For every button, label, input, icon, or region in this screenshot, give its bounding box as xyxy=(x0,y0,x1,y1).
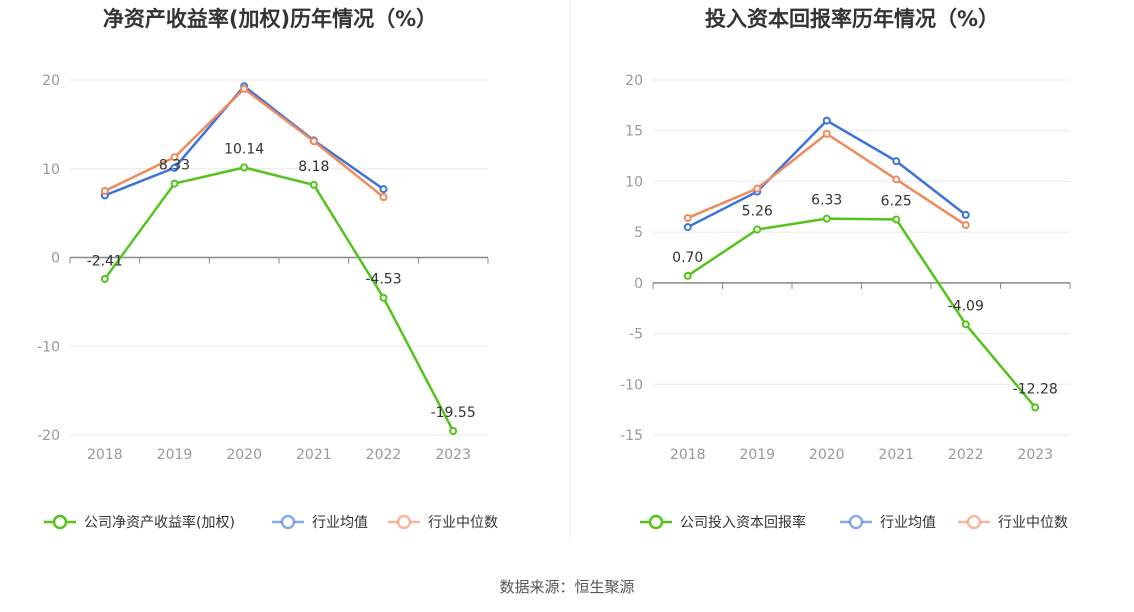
data-label: -4.53 xyxy=(365,272,401,288)
y-tick-label: -5 xyxy=(629,327,643,343)
x-tick-label: 2018 xyxy=(87,447,123,463)
legend-swatch-marker[interactable] xyxy=(966,514,982,530)
data-point[interactable] xyxy=(683,271,692,280)
y-tick-label: 0 xyxy=(634,276,643,292)
roe-chart: 净资产收益率(加权)历年情况（%） -20 -10 0 10 20 2018 2019 2020… xyxy=(37,7,498,531)
legend-label[interactable]: 行业中位数 xyxy=(428,515,498,531)
y-tick-label: 10 xyxy=(625,174,643,190)
legend-swatch-marker[interactable] xyxy=(280,514,296,530)
data-point[interactable] xyxy=(379,185,388,194)
legend-swatch-marker[interactable] xyxy=(648,514,664,530)
y-tick-label: 0 xyxy=(51,251,60,267)
data-label: 6.33 xyxy=(811,193,842,209)
legend-swatch-marker[interactable] xyxy=(396,514,412,530)
data-label: 0.70 xyxy=(672,250,703,266)
data-point[interactable] xyxy=(892,157,901,166)
data-label: -2.41 xyxy=(87,254,123,270)
x-tick-label: 2020 xyxy=(809,447,845,463)
y-tick-label: 20 xyxy=(625,73,643,89)
data-point[interactable] xyxy=(822,214,831,223)
data-label: -4.09 xyxy=(948,298,984,314)
data-point[interactable] xyxy=(683,213,692,222)
data-label: -12.28 xyxy=(1013,381,1058,397)
legend-swatch-marker[interactable] xyxy=(848,514,864,530)
legend-label[interactable]: 公司净资产收益率(加权) xyxy=(84,514,235,531)
data-label: 8.18 xyxy=(298,159,329,175)
y-tick-label: -20 xyxy=(37,428,60,444)
data-label: 10.14 xyxy=(224,142,264,158)
x-tick-label: 2018 xyxy=(670,447,706,463)
data-label: 8.33 xyxy=(159,158,190,174)
data-point[interactable] xyxy=(961,210,970,219)
data-point[interactable] xyxy=(961,320,970,329)
data-point[interactable] xyxy=(170,153,179,162)
data-label: 5.26 xyxy=(742,204,773,220)
data-point[interactable] xyxy=(170,179,179,188)
data-point[interactable] xyxy=(240,163,249,172)
legend-label[interactable]: 行业均值 xyxy=(880,515,936,531)
x-tick-label: 2022 xyxy=(366,447,402,463)
x-tick-label: 2023 xyxy=(1017,447,1053,463)
roic-chart: 投入资本回报率历年情况（%） -15 -10 -5 0 5 10 15 20 2018 2019 20… xyxy=(620,7,1071,531)
y-tick-label: -15 xyxy=(620,428,643,444)
data-point[interactable] xyxy=(753,225,762,234)
x-tick-label: 2021 xyxy=(296,447,332,463)
legend-label[interactable]: 行业中位数 xyxy=(998,515,1068,531)
data-point[interactable] xyxy=(822,129,831,138)
data-point[interactable] xyxy=(309,137,318,146)
data-label: 6.25 xyxy=(881,193,912,209)
data-source: 数据来源：恒生聚源 xyxy=(499,578,634,596)
series-line-2 xyxy=(687,132,967,227)
data-point[interactable] xyxy=(822,116,831,125)
data-point[interactable] xyxy=(309,180,318,189)
data-label: -19.55 xyxy=(431,405,476,421)
x-tick-label: 2022 xyxy=(948,447,984,463)
data-point[interactable] xyxy=(892,175,901,184)
chart-title: 净资产收益率(加权)历年情况（%） xyxy=(103,7,437,31)
series-line-0 xyxy=(687,217,1037,409)
data-point[interactable] xyxy=(892,215,901,224)
y-tick-label: 20 xyxy=(42,73,60,89)
chart-title: 投入资本回报率历年情况（%） xyxy=(705,7,999,31)
x-tick-label: 2019 xyxy=(739,447,775,463)
data-point[interactable] xyxy=(240,84,249,93)
x-tick-label: 2023 xyxy=(435,447,471,463)
data-point[interactable] xyxy=(379,293,388,302)
x-tick-label: 2021 xyxy=(878,447,914,463)
data-point[interactable] xyxy=(449,427,458,436)
x-tick-label: 2019 xyxy=(157,447,193,463)
y-tick-label: -10 xyxy=(620,377,643,393)
data-point[interactable] xyxy=(170,163,179,172)
data-point[interactable] xyxy=(379,193,388,202)
y-tick-label: -10 xyxy=(37,339,60,355)
series-line-0 xyxy=(103,166,455,432)
data-point[interactable] xyxy=(961,221,970,230)
legend-label[interactable]: 行业均值 xyxy=(312,515,368,531)
legend-swatch-marker[interactable] xyxy=(52,514,68,530)
data-point[interactable] xyxy=(100,274,109,283)
y-tick-label: 15 xyxy=(625,124,643,140)
y-tick-label: 10 xyxy=(42,162,60,178)
data-point[interactable] xyxy=(683,223,692,232)
data-point[interactable] xyxy=(100,186,109,195)
legend-label[interactable]: 公司投入资本回报率 xyxy=(680,514,806,531)
data-point[interactable] xyxy=(1031,403,1040,412)
y-tick-label: 5 xyxy=(634,225,643,241)
data-point[interactable] xyxy=(753,184,762,193)
x-tick-label: 2020 xyxy=(226,447,262,463)
